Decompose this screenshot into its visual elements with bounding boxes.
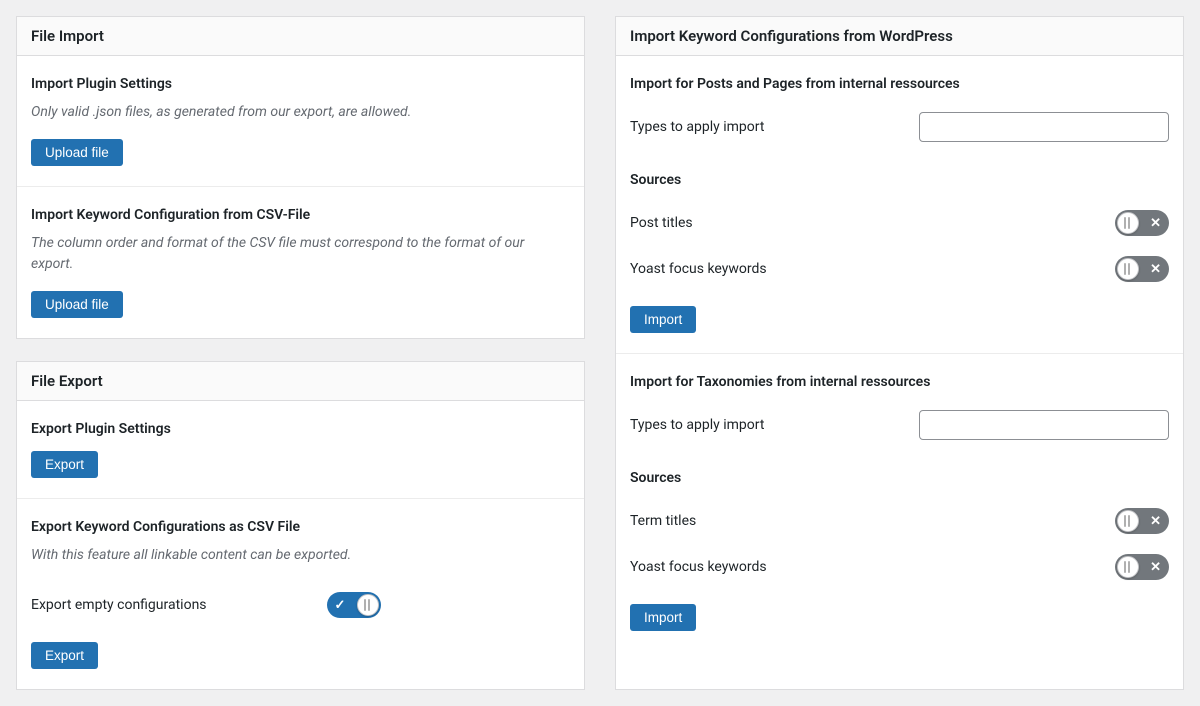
term-titles-label: Term titles — [630, 513, 696, 529]
close-icon: ✕ — [1150, 263, 1161, 276]
file-export-header: File Export — [17, 362, 584, 401]
posts-import-button[interactable]: Import — [630, 306, 696, 333]
import-csv-heading: Import Keyword Configuration from CSV-Fi… — [31, 207, 570, 223]
check-icon: ✓ — [335, 599, 346, 612]
tax-yoast-row: Yoast focus keywords ✕ — [630, 544, 1169, 590]
wp-import-body: Import for Posts and Pages from internal… — [616, 56, 1183, 651]
left-column: File Import Import Plugin Settings Only … — [16, 16, 585, 690]
tax-sources-heading: Sources — [630, 470, 1169, 486]
export-plugin-settings-section: Export Plugin Settings Export — [17, 401, 584, 498]
wp-import-panel: Import Keyword Configurations from WordP… — [615, 16, 1184, 690]
close-icon: ✕ — [1150, 217, 1161, 230]
export-empty-toggle[interactable]: ✓ — [327, 592, 381, 618]
export-plugin-settings-button[interactable]: Export — [31, 451, 98, 478]
toggle-knob — [1117, 556, 1139, 578]
export-empty-label: Export empty configurations — [31, 597, 207, 613]
wp-import-title: Import Keyword Configurations from WordP… — [630, 27, 1169, 45]
export-csv-desc: With this feature all linkable content c… — [31, 545, 570, 566]
file-export-title: File Export — [31, 372, 570, 390]
upload-csv-button[interactable]: Upload file — [31, 291, 123, 318]
tax-types-label: Types to apply import — [630, 417, 764, 433]
posts-yoast-row: Yoast focus keywords ✕ — [630, 246, 1169, 292]
tax-import-section: Import for Taxonomies from internal ress… — [616, 353, 1183, 651]
toggle-knob — [1117, 510, 1139, 532]
file-import-panel: File Import Import Plugin Settings Only … — [16, 16, 585, 339]
close-icon: ✕ — [1150, 515, 1161, 528]
export-plugin-settings-heading: Export Plugin Settings — [31, 421, 570, 437]
tax-types-row: Types to apply import — [630, 400, 1169, 450]
post-titles-label: Post titles — [630, 215, 693, 231]
export-csv-heading: Export Keyword Configurations as CSV Fil… — [31, 519, 570, 535]
toggle-knob — [357, 594, 379, 616]
toggle-knob — [1117, 212, 1139, 234]
tax-yoast-toggle[interactable]: ✕ — [1115, 554, 1169, 580]
posts-types-label: Types to apply import — [630, 119, 764, 135]
export-csv-section: Export Keyword Configurations as CSV Fil… — [17, 498, 584, 689]
file-import-body: Import Plugin Settings Only valid .json … — [17, 56, 584, 338]
post-titles-row: Post titles ✕ — [630, 200, 1169, 246]
export-csv-button[interactable]: Export — [31, 642, 98, 669]
file-import-title: File Import — [31, 27, 570, 45]
toggle-knob — [1117, 258, 1139, 280]
tax-import-heading: Import for Taxonomies from internal ress… — [630, 374, 1169, 390]
posts-types-input[interactable] — [919, 112, 1169, 142]
posts-import-section: Import for Posts and Pages from internal… — [616, 56, 1183, 353]
wp-import-header: Import Keyword Configurations from WordP… — [616, 17, 1183, 56]
posts-import-heading: Import for Posts and Pages from internal… — [630, 76, 1169, 92]
tax-import-button[interactable]: Import — [630, 604, 696, 631]
term-titles-toggle[interactable]: ✕ — [1115, 508, 1169, 534]
posts-yoast-toggle[interactable]: ✕ — [1115, 256, 1169, 282]
import-csv-desc: The column order and format of the CSV f… — [31, 233, 570, 275]
close-icon: ✕ — [1150, 561, 1161, 574]
file-import-header: File Import — [17, 17, 584, 56]
upload-plugin-settings-button[interactable]: Upload file — [31, 139, 123, 166]
import-csv-section: Import Keyword Configuration from CSV-Fi… — [17, 186, 584, 338]
export-empty-row: Export empty configurations ✓ — [31, 582, 570, 628]
posts-types-row: Types to apply import — [630, 102, 1169, 152]
post-titles-toggle[interactable]: ✕ — [1115, 210, 1169, 236]
term-titles-row: Term titles ✕ — [630, 498, 1169, 544]
file-export-panel: File Export Export Plugin Settings Expor… — [16, 361, 585, 690]
file-export-body: Export Plugin Settings Export Export Key… — [17, 401, 584, 689]
posts-yoast-label: Yoast focus keywords — [630, 261, 767, 277]
right-column: Import Keyword Configurations from WordP… — [615, 16, 1184, 690]
tax-types-input[interactable] — [919, 410, 1169, 440]
import-plugin-settings-section: Import Plugin Settings Only valid .json … — [17, 56, 584, 186]
import-plugin-settings-desc: Only valid .json files, as generated fro… — [31, 102, 570, 123]
import-plugin-settings-heading: Import Plugin Settings — [31, 76, 570, 92]
posts-sources-heading: Sources — [630, 172, 1169, 188]
tax-yoast-label: Yoast focus keywords — [630, 559, 767, 575]
